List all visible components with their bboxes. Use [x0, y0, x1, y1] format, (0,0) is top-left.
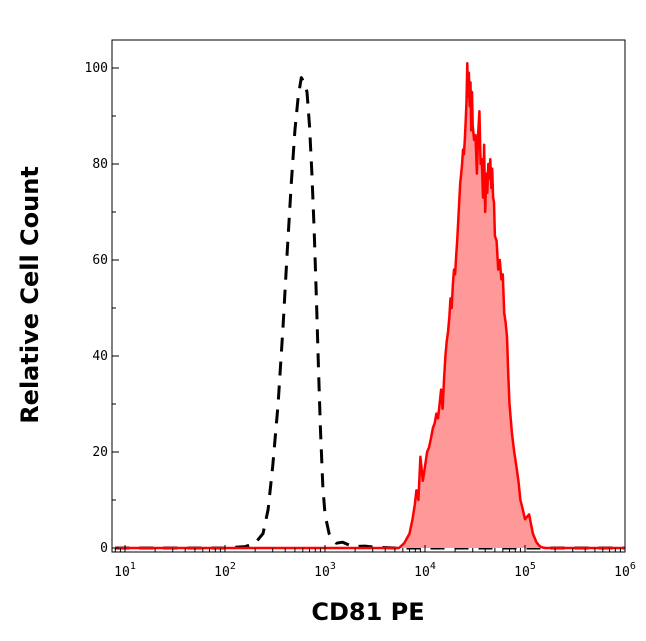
y-tick-label-40: 40	[92, 349, 108, 364]
plot-frame	[111, 39, 626, 553]
y-axis-title: Relative Cell Count	[16, 166, 44, 424]
series-1-line	[115, 61, 625, 550]
axes: 0 20 40 60 80 100 101 102 103 104 105 106	[85, 61, 636, 580]
x-axis-title: CD81 PE	[311, 598, 424, 626]
plot-area	[115, 61, 626, 550]
x-tick-label-6: 106	[614, 561, 636, 580]
x-tick-label-5: 105	[514, 561, 536, 580]
x-tick-label-3: 103	[314, 561, 336, 580]
y-tick-label-60: 60	[92, 253, 108, 268]
x-tick-label-4: 104	[414, 561, 436, 580]
y-tick-label-100: 100	[85, 61, 108, 76]
y-tick-label-80: 80	[92, 157, 108, 172]
x-tick-label-2: 102	[214, 561, 236, 580]
x-tick-label-1: 101	[114, 561, 136, 580]
y-tick-label-0: 0	[100, 541, 108, 556]
series-0-line	[115, 76, 625, 550]
series-1-fill	[115, 63, 626, 548]
y-tick-label-20: 20	[92, 445, 108, 460]
